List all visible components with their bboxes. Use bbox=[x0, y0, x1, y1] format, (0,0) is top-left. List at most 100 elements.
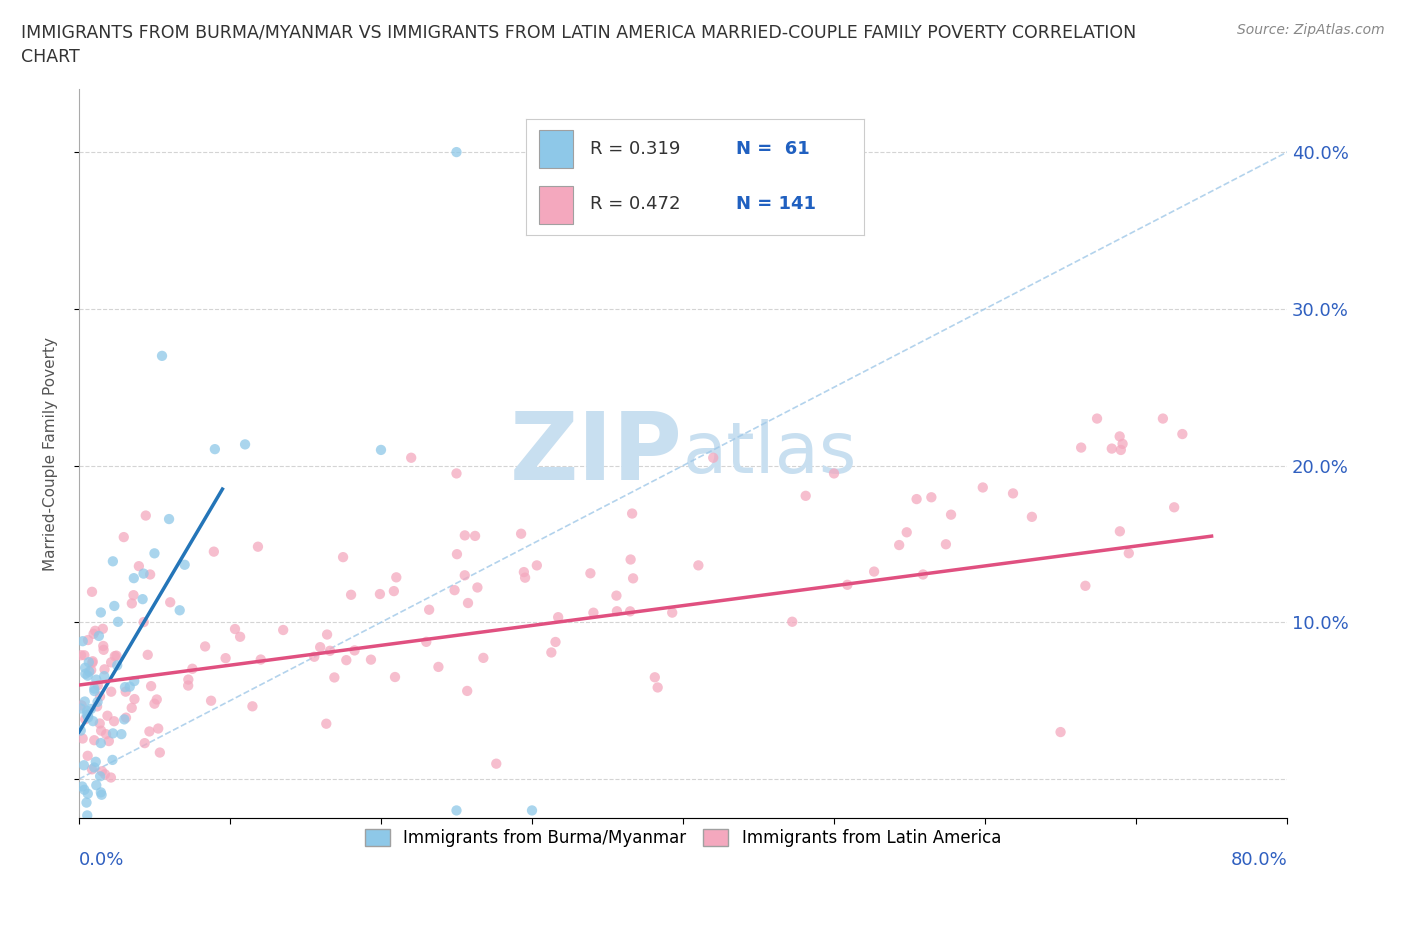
Point bbox=[1111, 436, 1133, 451]
Point bbox=[939, 507, 962, 522]
Point bbox=[80, 701, 103, 716]
Point bbox=[128, 559, 150, 574]
Point bbox=[399, 450, 422, 465]
Point bbox=[1101, 441, 1123, 456]
Point bbox=[121, 700, 143, 715]
Point bbox=[1118, 546, 1140, 561]
Point bbox=[224, 621, 246, 636]
Point bbox=[75, 667, 97, 682]
Point bbox=[510, 526, 533, 541]
Point bbox=[86, 699, 108, 714]
Point bbox=[1085, 411, 1108, 426]
Point bbox=[464, 528, 486, 543]
Point bbox=[100, 684, 122, 699]
Point bbox=[76, 707, 98, 722]
Point bbox=[82, 818, 104, 833]
Point bbox=[97, 734, 120, 749]
Point bbox=[794, 488, 817, 503]
Point bbox=[415, 634, 437, 649]
Point bbox=[80, 762, 103, 777]
Point bbox=[82, 656, 104, 671]
Point bbox=[1109, 443, 1132, 458]
Point bbox=[76, 808, 98, 823]
Point bbox=[619, 604, 641, 618]
Legend: Immigrants from Burma/Myanmar, Immigrants from Latin America: Immigrants from Burma/Myanmar, Immigrant… bbox=[359, 822, 1008, 854]
Point bbox=[271, 622, 294, 637]
Point bbox=[427, 659, 450, 674]
Point bbox=[94, 726, 117, 741]
Point bbox=[112, 530, 135, 545]
Point bbox=[122, 673, 145, 688]
Point bbox=[83, 681, 105, 696]
Text: 80.0%: 80.0% bbox=[1230, 851, 1286, 869]
Text: 0.0%: 0.0% bbox=[79, 851, 124, 869]
Point bbox=[159, 595, 181, 610]
Point bbox=[443, 583, 465, 598]
Point bbox=[84, 623, 107, 638]
Point bbox=[1108, 429, 1130, 444]
Point bbox=[520, 145, 543, 160]
Point bbox=[80, 584, 103, 599]
Point bbox=[114, 680, 136, 695]
Point bbox=[87, 629, 110, 644]
Point bbox=[90, 724, 112, 738]
Point bbox=[323, 670, 346, 684]
Point bbox=[889, 538, 911, 552]
Point bbox=[93, 669, 115, 684]
Point bbox=[134, 736, 156, 751]
Point bbox=[150, 349, 173, 364]
Point bbox=[83, 760, 105, 775]
Point bbox=[384, 670, 406, 684]
Point bbox=[1108, 524, 1130, 538]
Point bbox=[200, 693, 222, 708]
Point bbox=[1152, 411, 1174, 426]
Point bbox=[582, 605, 605, 620]
Point bbox=[76, 669, 98, 684]
Point bbox=[107, 615, 129, 630]
Point bbox=[540, 645, 562, 660]
Point bbox=[332, 550, 354, 565]
Point bbox=[169, 603, 191, 618]
Point bbox=[75, 660, 97, 675]
Text: ZIP: ZIP bbox=[510, 408, 683, 499]
Point bbox=[139, 679, 162, 694]
Point bbox=[1163, 499, 1185, 514]
Point bbox=[90, 785, 112, 800]
Point bbox=[86, 695, 108, 710]
Point bbox=[606, 604, 628, 618]
Point bbox=[526, 558, 548, 573]
Point bbox=[76, 749, 98, 764]
Point bbox=[80, 663, 103, 678]
Point bbox=[83, 733, 105, 748]
Point bbox=[194, 639, 217, 654]
Point bbox=[513, 565, 536, 579]
Point bbox=[132, 566, 155, 581]
Point bbox=[90, 788, 112, 803]
Point bbox=[370, 443, 392, 458]
Point bbox=[920, 490, 942, 505]
Point bbox=[103, 714, 125, 729]
Point bbox=[105, 658, 128, 672]
Point bbox=[89, 716, 111, 731]
Point bbox=[661, 605, 683, 620]
Point bbox=[70, 698, 93, 712]
Point bbox=[446, 547, 468, 562]
Point bbox=[309, 640, 332, 655]
Point bbox=[96, 709, 118, 724]
Point bbox=[76, 795, 98, 810]
Point bbox=[972, 480, 994, 495]
Point bbox=[340, 588, 363, 603]
Point bbox=[91, 621, 114, 636]
Point bbox=[77, 632, 100, 647]
Point bbox=[343, 643, 366, 658]
Point bbox=[75, 711, 97, 726]
Point bbox=[148, 721, 170, 736]
Point bbox=[621, 506, 644, 521]
Point bbox=[911, 567, 934, 582]
Point bbox=[896, 525, 918, 539]
Point bbox=[83, 627, 105, 642]
Point bbox=[935, 537, 957, 551]
Point bbox=[90, 764, 112, 778]
Point bbox=[316, 627, 339, 642]
Point bbox=[457, 595, 479, 610]
